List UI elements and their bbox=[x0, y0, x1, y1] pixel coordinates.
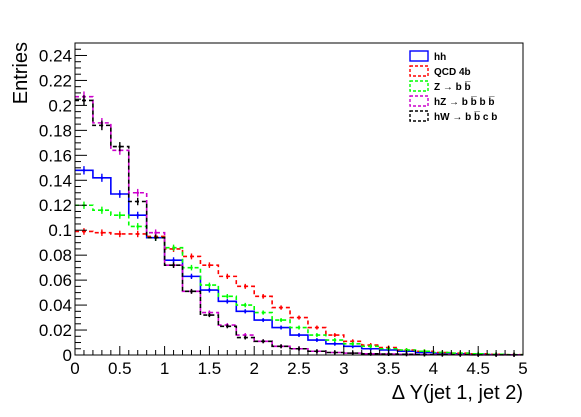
data-point bbox=[208, 288, 211, 292]
data-point bbox=[297, 326, 301, 329]
data-point bbox=[226, 275, 229, 278]
x-tick-label: 4 bbox=[429, 359, 438, 378]
data-point bbox=[226, 295, 229, 298]
data-point bbox=[100, 176, 104, 180]
data-point bbox=[279, 326, 283, 329]
data-point bbox=[118, 192, 122, 196]
y-tick-label: 0.16 bbox=[39, 146, 72, 165]
data-point bbox=[226, 300, 229, 303]
data-point bbox=[243, 336, 247, 339]
legend-label: Z → b b̅ bbox=[434, 81, 471, 93]
data-point bbox=[261, 295, 265, 298]
legend-swatch bbox=[409, 80, 429, 92]
axis-layer: 0 0.5 1 1.5 2 2.5 3 3.5 4 4.5 5 0 0.02 0.04 0.06 0.08 0.… bbox=[39, 42, 528, 378]
legend-swatch bbox=[409, 95, 429, 107]
x-tick-label: 4.5 bbox=[466, 359, 490, 378]
data-point bbox=[297, 333, 301, 337]
x-tick-label: 3 bbox=[339, 359, 348, 378]
data-point bbox=[190, 275, 193, 278]
y-tick-label: 0.08 bbox=[39, 246, 72, 265]
data-point bbox=[315, 326, 319, 329]
y-tick-label: 0.24 bbox=[39, 46, 72, 65]
data-point bbox=[261, 339, 265, 343]
legend-label: hW → b b̅ c b bbox=[434, 111, 497, 123]
data-point bbox=[172, 246, 175, 249]
legend-label: QCD 4b bbox=[434, 67, 471, 78]
y-tick-label: 0.2 bbox=[48, 96, 72, 115]
data-point bbox=[369, 344, 372, 348]
data-point bbox=[136, 200, 140, 203]
x-tick-label: 0 bbox=[70, 359, 79, 378]
y-tick-label: 0.06 bbox=[39, 271, 72, 290]
data-point bbox=[118, 213, 122, 217]
data-point bbox=[351, 342, 355, 346]
data-point bbox=[243, 303, 247, 307]
data-point bbox=[279, 344, 283, 348]
data-point bbox=[82, 230, 86, 233]
data-point bbox=[243, 310, 247, 313]
data-point bbox=[190, 266, 193, 269]
data-point bbox=[100, 231, 104, 234]
y-tick-label: 0.04 bbox=[39, 296, 72, 315]
x-tick-label: 2.5 bbox=[287, 359, 311, 378]
y-axis-title: Entries bbox=[10, 42, 32, 104]
x-tick-label: 3.5 bbox=[377, 359, 401, 378]
x-tick-label: 1 bbox=[160, 359, 169, 378]
x-tick-label: 0.5 bbox=[108, 359, 132, 378]
data-point bbox=[190, 290, 193, 293]
data-point bbox=[279, 306, 283, 309]
x-tick-label: 1.5 bbox=[198, 359, 222, 378]
data-point bbox=[136, 213, 140, 217]
data-point bbox=[315, 333, 319, 337]
data-point bbox=[154, 231, 157, 234]
data-point bbox=[279, 318, 283, 322]
data-point bbox=[226, 324, 229, 328]
data-point bbox=[118, 232, 122, 236]
data-point bbox=[333, 342, 337, 346]
legend-swatch bbox=[409, 50, 429, 62]
data-point bbox=[136, 225, 140, 228]
data-point bbox=[100, 208, 104, 212]
data-point bbox=[243, 285, 247, 288]
y-tick-label: 0.02 bbox=[39, 321, 72, 340]
y-tick-label: 0.14 bbox=[39, 171, 72, 190]
data-point bbox=[172, 263, 175, 267]
x-tick-label: 2 bbox=[249, 359, 258, 378]
y-tick-label: 0.22 bbox=[39, 71, 72, 90]
legend-swatch bbox=[409, 110, 429, 122]
x-tick-label: 5 bbox=[518, 359, 527, 378]
data-point bbox=[190, 255, 193, 258]
data-point bbox=[261, 311, 265, 314]
data-point bbox=[172, 258, 175, 262]
data-point bbox=[100, 124, 104, 127]
data-point bbox=[82, 99, 86, 102]
data-point bbox=[118, 145, 122, 148]
x-axis-title: Δ Y(jet 1, jet 2) bbox=[392, 382, 523, 404]
data-point bbox=[136, 232, 140, 236]
legend-label: hZ → b b̅ b b̅ bbox=[434, 96, 495, 108]
y-tick-label: 0.1 bbox=[48, 221, 72, 240]
data-point bbox=[315, 338, 319, 342]
data-point bbox=[297, 316, 301, 319]
data-point bbox=[208, 313, 211, 317]
data-point bbox=[333, 333, 337, 337]
data-point bbox=[261, 318, 265, 322]
data-point bbox=[208, 263, 211, 267]
data-point bbox=[82, 168, 86, 172]
data-point bbox=[136, 191, 140, 195]
data-point bbox=[154, 236, 157, 239]
data-point bbox=[333, 338, 337, 342]
legend-swatch bbox=[409, 65, 429, 77]
legend: hh QCD 4b Z → b b̅ hZ → b b̅ b b̅ hW → b b̅ … bbox=[409, 50, 497, 123]
data-point bbox=[208, 283, 211, 287]
y-tick-label: 0.18 bbox=[39, 121, 72, 140]
y-tick-label: 0 bbox=[63, 346, 72, 365]
legend-label: hh bbox=[434, 52, 446, 63]
y-tick-label: 0.12 bbox=[39, 196, 72, 215]
